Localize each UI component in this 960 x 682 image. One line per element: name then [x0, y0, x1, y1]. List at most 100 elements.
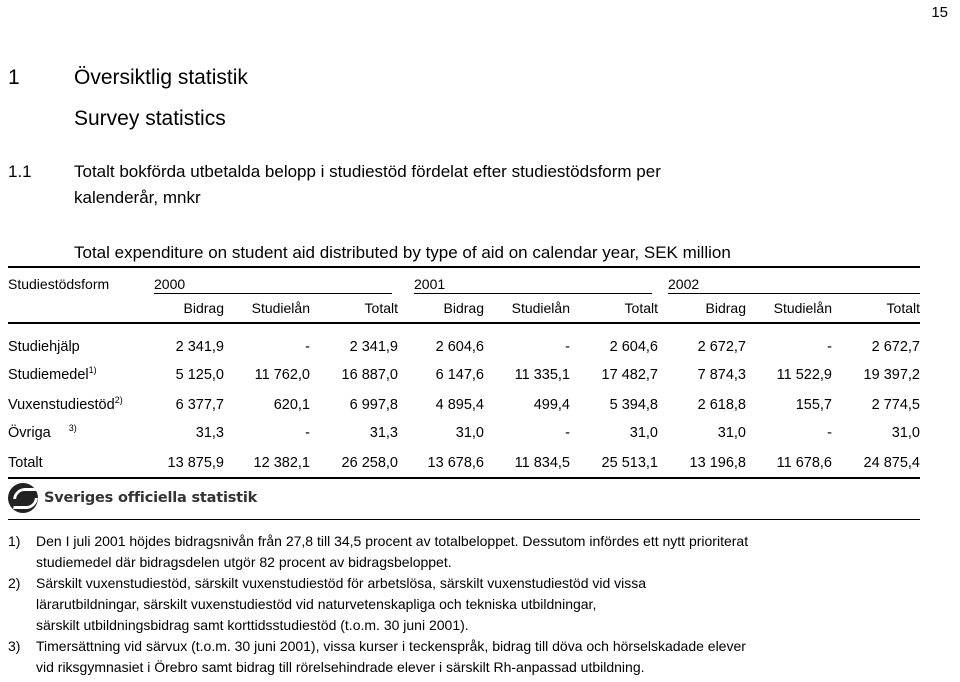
footnote-text: studiemedel där bidragsdelen utgör 82 pr… [36, 554, 452, 570]
footnote-1: 1) Den I juli 2001 höjdes bidragsnivån fr… [8, 533, 748, 549]
table-cell: 5 125,0 [175, 367, 224, 383]
footnote-text: särskilt utbildningsbidrag samt korttids… [36, 617, 469, 633]
chapter-heading: 1 Översiktlig statistik [8, 66, 248, 90]
table-cell: 31,0 [717, 425, 746, 441]
table-cell: 2 774,5 [871, 397, 920, 413]
table-cell: 5 394,8 [609, 397, 658, 413]
col-header-studielån: Studielån [773, 300, 832, 316]
sos-logo-text: Sveriges officiella statistik [44, 490, 258, 506]
row-label: Totalt [8, 455, 43, 471]
table-cell: - [565, 339, 570, 355]
row-label-note: 1) [88, 365, 97, 375]
footnote-2: 2) Särskilt vuxenstudiestöd, särskilt vux… [8, 575, 646, 591]
footnote-text: Timersättning vid särvux (t.o.m. 30 juni… [36, 638, 746, 654]
table-cell: 13 196,8 [689, 455, 746, 471]
table-cell: 499,4 [533, 397, 570, 413]
footnote-3: 3) Timersättning vid särvux (t.o.m. 30 ju… [8, 638, 746, 654]
col-header-bidrag: Bidrag [705, 300, 746, 316]
col-header-totalt: Totalt [886, 300, 920, 316]
row-label: Studiehjälp [8, 339, 80, 355]
table-cell: - [827, 339, 832, 355]
col-header-totalt: Totalt [364, 300, 398, 316]
row-label: Studiemedel1) [8, 365, 97, 384]
table-cell: 11 678,6 [776, 455, 832, 471]
row-label-note: 2) [114, 395, 123, 405]
chapter-number: 1 [8, 66, 20, 89]
table-cell: 31,0 [455, 425, 484, 441]
table-cell: 2 341,9 [349, 339, 398, 355]
row-label-text: Övriga [8, 425, 51, 441]
year-2000: 2000 [154, 276, 186, 292]
footnote-marker: 3) [8, 638, 21, 654]
table-cell: 12 382,1 [253, 455, 310, 471]
table-cell: - [827, 425, 832, 441]
row-label-note: 3) [68, 423, 77, 433]
page-number: 15 [931, 4, 948, 21]
table-cell: 2 672,7 [871, 339, 920, 355]
row-label-text: Vuxenstudiestöd [8, 397, 115, 413]
table-cell: 11 335,1 [514, 367, 570, 383]
row-label-text: Studiehjälp [8, 339, 80, 355]
row-header: Studiestödsform [8, 276, 110, 292]
year-2002: 2002 [668, 276, 700, 292]
table-cell: 6 147,6 [435, 367, 484, 383]
col-header-studielån: Studielån [511, 300, 570, 316]
table-cell: - [565, 425, 570, 441]
row-label: Övriga 3) [8, 423, 77, 442]
header-bottom-rule [8, 322, 920, 324]
table-cell: 2 672,7 [697, 339, 746, 355]
table-cell: 16 887,0 [341, 367, 398, 383]
table-cell: 2 604,6 [609, 339, 658, 355]
footnote-text: Särskilt vuxenstudiestöd, särskilt vuxen… [36, 575, 647, 591]
sos-logo: Sveriges officiella statistik [8, 483, 257, 513]
table-cell: 11 762,0 [254, 367, 310, 383]
table-cell: 24 875,4 [863, 455, 920, 471]
table-cell: 13 875,9 [167, 455, 224, 471]
footnote-text: lärarutbildningar, särskilt vuxenstudies… [36, 596, 597, 612]
year-rule-2001 [414, 293, 652, 294]
table-cell: 11 834,5 [514, 455, 570, 471]
table-cell: - [305, 339, 310, 355]
chapter-title: Översiktlig statistik [74, 66, 248, 89]
table-bottom-rule [8, 477, 920, 479]
table-cell: 26 258,0 [341, 455, 398, 471]
row-label-text: Totalt [8, 455, 43, 471]
year-rule-2000 [154, 293, 392, 294]
table-top-rule [8, 266, 920, 268]
table-cell: 6 997,8 [349, 397, 398, 413]
section-title-line2: kalenderår, mnkr [74, 188, 201, 207]
footnote-text: Den I juli 2001 höjdes bidragsnivån från… [36, 533, 749, 549]
table-cell: 4 895,4 [435, 397, 484, 413]
table-cell: 17 482,7 [601, 367, 658, 383]
section-heading: 1.1 Totalt bokförda utbetalda belopp i st… [8, 162, 661, 182]
table-cell: 31,3 [369, 425, 398, 441]
table-cell: 155,7 [795, 397, 832, 413]
table-cell: 25 513,1 [601, 455, 658, 471]
col-header-bidrag: Bidrag [443, 300, 484, 316]
col-header-bidrag: Bidrag [183, 300, 224, 316]
sos-logo-icon [8, 483, 38, 513]
table-cell: 11 522,9 [776, 367, 832, 383]
year-2001: 2001 [414, 276, 446, 292]
table-cell: 13 678,6 [427, 455, 484, 471]
table-cell: 620,1 [273, 397, 310, 413]
col-header-totalt: Totalt [624, 300, 658, 316]
footnote-marker: 1) [8, 533, 21, 549]
table-cell: 7 874,3 [697, 367, 746, 383]
row-label-text: Studiemedel [8, 367, 89, 383]
table-cell: 2 341,9 [175, 339, 224, 355]
footnote-rule [8, 519, 920, 520]
table-cell: 19 397,2 [863, 367, 920, 383]
col-header-studielån: Studielån [251, 300, 310, 316]
section-number: 1.1 [8, 162, 32, 181]
chapter-subtitle: Survey statistics [74, 107, 226, 130]
table-cell: 31,0 [891, 425, 920, 441]
footnote-marker: 2) [8, 575, 21, 591]
table-cell: 6 377,7 [175, 397, 224, 413]
table-cell: 31,0 [629, 425, 658, 441]
year-rule-2002 [668, 293, 920, 294]
section-title-line1: Totalt bokförda utbetalda belopp i studi… [74, 162, 661, 181]
table-cell: - [305, 425, 310, 441]
table-cell: 2 604,6 [435, 339, 484, 355]
footnote-text: vid riksgymnasiet i Örebro samt bidrag t… [36, 659, 645, 675]
